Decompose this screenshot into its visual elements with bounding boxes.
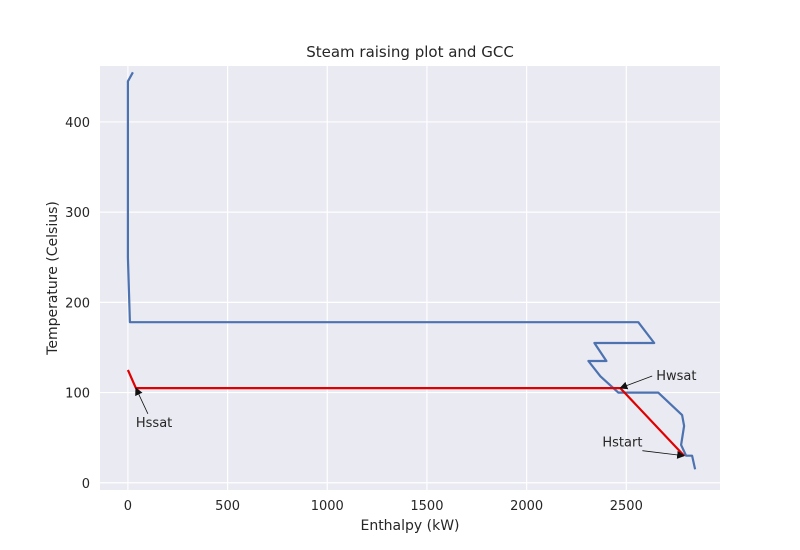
chart-title: Steam raising plot and GCC bbox=[306, 43, 514, 61]
series-line-1 bbox=[126, 71, 697, 470]
annotation-hstart: Hstart bbox=[602, 436, 642, 451]
y-tick-label: 200 bbox=[65, 296, 90, 311]
annotations-group: Hssat Hwsat Hstart bbox=[135, 369, 696, 459]
x-tick-label: 500 bbox=[215, 499, 240, 514]
x-tick-label: 1000 bbox=[311, 499, 344, 514]
y-tick-label: 300 bbox=[65, 206, 90, 221]
y-tick-label: 400 bbox=[65, 116, 90, 131]
x-tick-label: 0 bbox=[124, 499, 132, 514]
annotation-hssat: Hssat bbox=[136, 416, 172, 431]
y-axis-label: Temperature (Celsius) bbox=[45, 201, 61, 356]
plot-area bbox=[100, 66, 720, 490]
y-tick-label: 0 bbox=[82, 477, 90, 492]
annotation-arrow bbox=[642, 450, 686, 459]
x-axis-label: Enthalpy (kW) bbox=[360, 518, 459, 534]
x-tick-label: 2000 bbox=[510, 499, 543, 514]
annotation-hwsat: Hwsat bbox=[656, 369, 696, 384]
grid-lines bbox=[100, 66, 720, 490]
series-group bbox=[126, 71, 697, 470]
series-line-2 bbox=[126, 369, 685, 457]
tick-labels: 0 500 1000 1500 2000 2500 0 100 200 300 400 bbox=[65, 116, 643, 514]
x-tick-label: 2500 bbox=[610, 499, 643, 514]
x-tick-label: 1500 bbox=[410, 499, 443, 514]
y-tick-label: 100 bbox=[65, 387, 90, 402]
annotation-arrow bbox=[135, 387, 149, 415]
annotation-arrow bbox=[619, 375, 653, 390]
